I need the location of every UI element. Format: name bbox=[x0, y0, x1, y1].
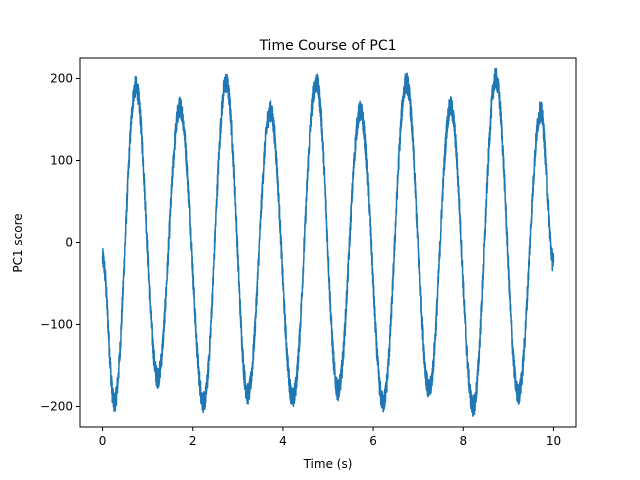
x-tick-label: 10 bbox=[546, 434, 561, 448]
x-tick-label: 2 bbox=[189, 434, 197, 448]
chart-title: Time Course of PC1 bbox=[258, 38, 396, 54]
x-tick-label: 6 bbox=[369, 434, 377, 448]
y-tick-label: 200 bbox=[50, 72, 73, 86]
plot-area bbox=[101, 67, 555, 417]
x-tick-label: 8 bbox=[459, 434, 467, 448]
y-tick-label: −100 bbox=[40, 318, 73, 332]
y-tick-label: −200 bbox=[40, 400, 73, 414]
y-tick-label: 100 bbox=[50, 154, 73, 168]
y-tick-label: 0 bbox=[65, 236, 73, 250]
axis-ticks: 0 2 4 6 8 10 −200 −100 0 100 200 bbox=[40, 72, 561, 449]
y-axis-label: PC1 score bbox=[11, 213, 25, 272]
x-tick-label: 4 bbox=[279, 434, 287, 448]
axes-frame bbox=[79, 57, 577, 428]
x-axis-label: Time (s) bbox=[303, 457, 353, 471]
pc1-series-line bbox=[101, 67, 555, 417]
x-tick-label: 0 bbox=[99, 434, 107, 448]
